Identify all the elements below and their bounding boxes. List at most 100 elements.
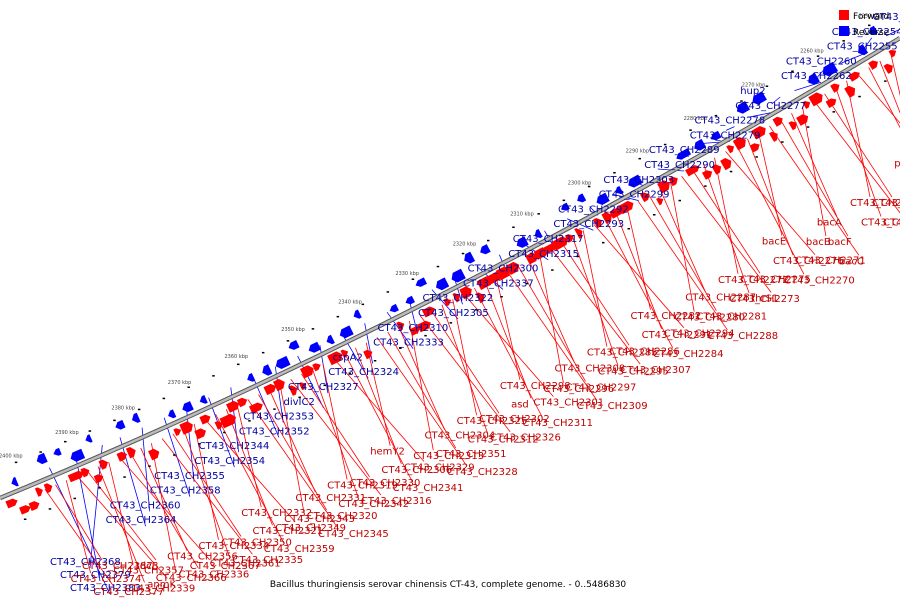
label-connector — [376, 337, 468, 467]
reverse-gene-arrow — [53, 447, 62, 456]
forward-gene-label: CT43_CH2309 — [577, 401, 648, 412]
track-marker — [449, 322, 453, 324]
label-connector — [119, 457, 211, 561]
reverse-gene-label: CT43_CH2293 — [553, 219, 624, 230]
track-marker — [868, 24, 871, 27]
reverse-gene-arrow — [464, 251, 476, 264]
forward-gene-label: CT43_CH2330 — [350, 478, 421, 489]
forward-gene-label: CT43_CH2374 — [71, 574, 142, 585]
forward-gene-label: CT43_CH2311 — [522, 418, 593, 429]
forward-gene-arrow — [772, 116, 783, 127]
label-layer: CT43_CH2244 CT43_CH2254 CT43_CH2255 CT43_CH… — [50, 12, 900, 598]
forward-gene-label: CT43_CH2351 — [436, 449, 507, 460]
label-connector — [868, 67, 900, 129]
forward-gene-label: CT43_CH2321 — [253, 526, 324, 537]
reverse-gene-label: CT43_CH2300 — [468, 264, 539, 275]
tick-label: 2380 kbp — [111, 406, 135, 412]
label-connector — [333, 358, 425, 462]
forward-gene-label: CT43_CH2325 — [457, 416, 528, 427]
track-marker — [461, 252, 465, 255]
track-marker — [148, 465, 151, 467]
label-connector — [215, 414, 285, 544]
forward-gene-arrow — [486, 271, 502, 285]
label-connector — [204, 418, 296, 523]
label-connector — [76, 475, 168, 579]
forward-gene-label: CT43_CH2359 — [264, 544, 335, 555]
label-connector — [484, 282, 532, 399]
forward-gene-arrow — [830, 83, 840, 93]
reverse-gene-arrow — [534, 229, 543, 239]
label-connector — [714, 157, 739, 274]
reverse-gene-label: CT43_CH2352 — [239, 426, 310, 437]
label-connector — [659, 188, 706, 292]
reverse-gene-label: CT43_CH2364 — [106, 515, 177, 526]
forward-gene-label: CT43_CH2367 — [190, 561, 261, 572]
track-marker — [627, 228, 630, 230]
reverse-gene-arrow — [436, 277, 450, 291]
forward-gene-label: CT43_CH2345 — [318, 529, 389, 540]
reverse-gene-arrow — [480, 244, 491, 255]
label-connector — [236, 404, 262, 508]
forward-gene-arrow — [796, 114, 809, 126]
reverse-gene-arrow — [389, 303, 399, 313]
label-connector — [626, 206, 651, 310]
reverse-gene-label: CT43_CH2383 — [70, 583, 141, 594]
reverse-gene-arrow — [596, 192, 610, 205]
label-connector — [813, 100, 900, 214]
reverse-gene-label: CT43_CH2337 — [463, 278, 534, 289]
label-connector — [409, 321, 434, 451]
track-marker — [113, 419, 116, 422]
track-marker — [173, 454, 176, 456]
tick-label: 2350 kbp — [281, 327, 305, 333]
track-marker — [424, 334, 427, 337]
label-connector — [637, 200, 728, 331]
forward-gene-label: CT43_CH2276 — [773, 256, 844, 267]
label-connector — [89, 445, 103, 569]
forward-gene-arrow — [844, 85, 856, 98]
track-marker — [64, 440, 67, 443]
genome-caption: Bacillus thuringiensis serovar chinensis… — [270, 580, 627, 590]
track-marker — [653, 214, 656, 216]
track-marker — [816, 55, 820, 57]
label-connector — [794, 81, 822, 91]
label-connector — [824, 93, 893, 198]
reverse-gene-arrow — [168, 409, 177, 419]
forward-gene-arrow — [769, 131, 778, 142]
label-connector — [161, 438, 253, 555]
forward-gene-label: CT43_CH2334 — [199, 541, 270, 552]
label-connector — [419, 315, 511, 432]
reverse-gene-label: CT43_CH2255 — [827, 42, 898, 53]
forward-gene-label: CT43_CH2297 — [566, 382, 637, 393]
track-marker — [14, 461, 18, 464]
forward-gene-arrow — [194, 428, 206, 440]
label-connector — [648, 194, 717, 311]
forward-gene-arrow — [173, 428, 182, 436]
forward-gene-arrow — [43, 483, 53, 494]
forward-gene-label: CT43_CH2288 — [707, 331, 778, 342]
label-connector — [725, 126, 735, 131]
reverse-gene-label: CT43_CH2278 — [695, 116, 766, 127]
reverse-gene-label: CT43_CH2254 — [832, 27, 900, 38]
forward-gene-arrow — [214, 421, 223, 430]
forward-gene-label: CT43_CH2301 — [533, 398, 604, 409]
track-marker — [361, 303, 365, 306]
reverse-gene-arrow — [577, 193, 587, 203]
track-marker — [587, 185, 591, 188]
label-connector — [87, 470, 157, 561]
forward-gene-arrow — [592, 218, 602, 229]
track-marker — [73, 497, 76, 500]
track-marker — [436, 265, 440, 268]
forward-gene-label: CT43_CH2275 — [740, 274, 811, 285]
reverse-gene-label: CT43_CH2262 — [781, 71, 852, 82]
forward-gene-arrow — [618, 200, 634, 215]
forward-gene-label: CT43_CH2302 — [479, 414, 550, 425]
reverse-gene-label: CT43_CH2292 — [558, 204, 629, 215]
label-connector — [268, 389, 316, 493]
reverse-gene-arrow — [11, 476, 19, 487]
reverse-gene-label: CT43_CH2310 — [378, 323, 449, 334]
reverse-gene-label: CT43_CH2279 — [690, 130, 761, 141]
track-marker — [740, 100, 743, 102]
forward-gene-arrow — [720, 158, 732, 171]
forward-gene-label: CT43_CH2366 — [156, 573, 227, 584]
legend-reverse-swatch — [839, 26, 849, 36]
